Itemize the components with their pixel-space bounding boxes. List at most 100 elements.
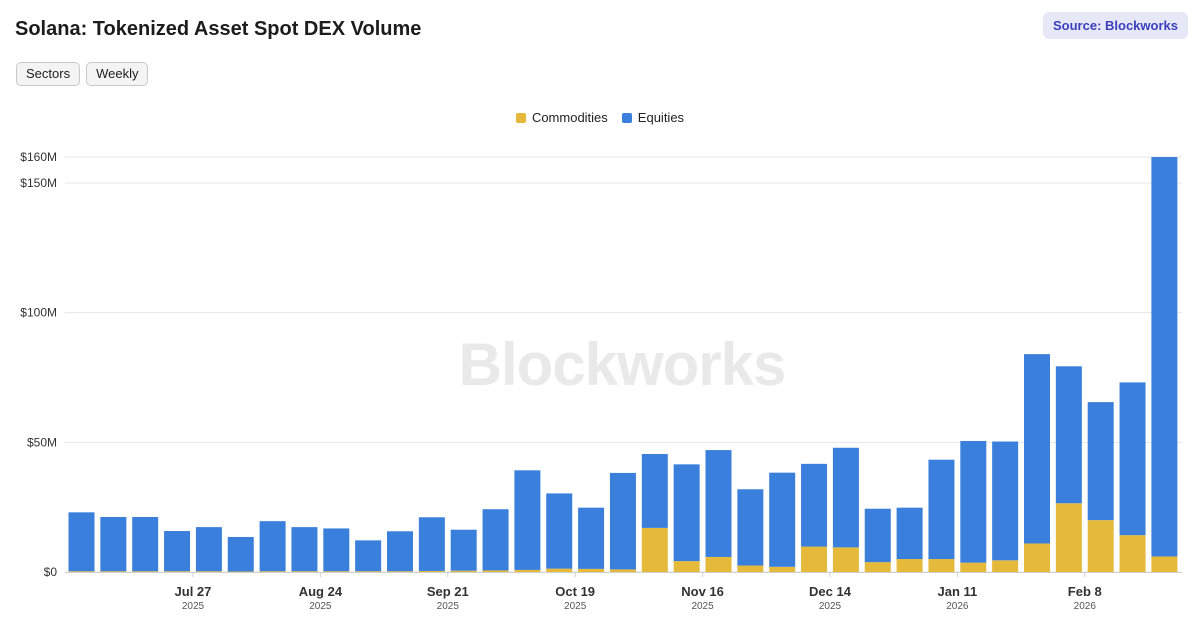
bar-equities[interactable]: [418, 517, 445, 571]
y-tick-label: $100M: [20, 306, 57, 320]
bar-commodities[interactable]: [355, 571, 382, 572]
watermark-text: Blockworks: [459, 331, 786, 398]
bar-equities[interactable]: [992, 441, 1019, 561]
bar-equities[interactable]: [1087, 402, 1114, 521]
bar-equities[interactable]: [769, 472, 796, 567]
y-tick-label: $160M: [20, 150, 57, 164]
bar-commodities[interactable]: [259, 571, 286, 572]
source-badge[interactable]: Source: Blockworks: [1043, 12, 1188, 39]
bar-equities[interactable]: [864, 508, 891, 563]
bar-commodities[interactable]: [482, 570, 509, 572]
bar-equities[interactable]: [164, 531, 191, 572]
x-tick-year-label: 2026: [1074, 601, 1097, 612]
bar-equities[interactable]: [1024, 354, 1050, 544]
bar-equities[interactable]: [832, 447, 859, 548]
bar-equities[interactable]: [801, 463, 828, 547]
x-tick-label: Dec 14: [809, 584, 852, 599]
bar-commodities[interactable]: [673, 561, 700, 572]
bar-commodities[interactable]: [801, 546, 828, 572]
bar-commodities[interactable]: [546, 568, 573, 572]
x-tick-year-label: 2025: [819, 601, 842, 612]
bar-commodities[interactable]: [641, 527, 668, 572]
bar-commodities[interactable]: [578, 568, 605, 572]
bar-commodities[interactable]: [1119, 535, 1146, 572]
x-tick-year-label: 2025: [437, 601, 460, 612]
bar-commodities[interactable]: [418, 570, 445, 572]
x-tick-year-label: 2025: [309, 601, 332, 612]
bar-commodities[interactable]: [132, 571, 159, 572]
bar-commodities[interactable]: [1024, 543, 1050, 572]
bar-commodities[interactable]: [609, 569, 636, 572]
bar-equities[interactable]: [514, 470, 541, 570]
weekly-toggle-button[interactable]: Weekly: [86, 62, 149, 86]
bar-commodities[interactable]: [100, 571, 127, 572]
bar-equities[interactable]: [291, 527, 318, 572]
bar-equities[interactable]: [100, 517, 127, 572]
legend-swatch-equities: [621, 112, 632, 123]
bar-commodities[interactable]: [323, 571, 350, 572]
chart-legend: Commodities Equities: [0, 110, 1200, 125]
sectors-toggle-button[interactable]: Sectors: [16, 62, 81, 86]
bar-commodities[interactable]: [769, 566, 796, 572]
bar-equities[interactable]: [928, 459, 955, 560]
x-tick-label: Aug 24: [299, 584, 343, 599]
x-tick-year-label: 2025: [564, 601, 587, 612]
chart-toggles: Sectors Weekly: [16, 62, 149, 86]
bar-commodities[interactable]: [387, 571, 413, 572]
bar-commodities[interactable]: [1151, 556, 1178, 572]
x-tick-label: Sep 21: [427, 584, 469, 599]
bar-equities[interactable]: [323, 528, 350, 572]
bar-commodities[interactable]: [1087, 520, 1114, 572]
x-tick-label: Jul 27: [175, 584, 212, 599]
legend-item-commodities[interactable]: Commodities: [515, 110, 608, 125]
x-tick-label: Feb 8: [1068, 584, 1102, 599]
bar-commodities[interactable]: [928, 559, 955, 572]
bar-commodities[interactable]: [291, 571, 318, 572]
legend-item-equities[interactable]: Equities: [621, 110, 685, 125]
bar-equities[interactable]: [673, 464, 700, 562]
bar-commodities[interactable]: [450, 570, 477, 572]
bar-equities[interactable]: [1151, 157, 1178, 557]
bar-equities[interactable]: [450, 529, 477, 571]
legend-label-equities: Equities: [637, 110, 685, 125]
bar-equities[interactable]: [1055, 366, 1082, 504]
bar-equities[interactable]: [1119, 382, 1146, 536]
bar-equities[interactable]: [227, 536, 254, 572]
legend-swatch-commodities: [515, 112, 526, 123]
bar-commodities[interactable]: [960, 562, 987, 572]
bar-equities[interactable]: [68, 512, 95, 572]
y-tick-label: $0: [44, 565, 58, 579]
bar-commodities[interactable]: [195, 571, 222, 572]
bar-commodities[interactable]: [164, 571, 191, 572]
bar-commodities[interactable]: [227, 571, 254, 572]
bar-commodities[interactable]: [514, 569, 541, 572]
bar-commodities[interactable]: [864, 562, 891, 572]
x-tick-label: Oct 19: [555, 584, 595, 599]
bar-commodities[interactable]: [1055, 503, 1082, 572]
bar-commodities[interactable]: [737, 565, 764, 572]
x-tick-year-label: 2025: [182, 601, 205, 612]
bar-equities[interactable]: [132, 517, 159, 572]
x-tick-label: Jan 11: [937, 584, 977, 599]
bar-commodities[interactable]: [68, 571, 95, 572]
bar-equities[interactable]: [609, 472, 636, 570]
bar-commodities[interactable]: [832, 547, 859, 572]
bar-commodities[interactable]: [896, 559, 923, 572]
bar-commodities[interactable]: [992, 560, 1019, 572]
bar-equities[interactable]: [960, 441, 987, 563]
x-tick-year-label: 2025: [691, 601, 714, 612]
bar-equities[interactable]: [896, 507, 923, 560]
bar-equities[interactable]: [482, 509, 509, 571]
bar-equities[interactable]: [737, 489, 764, 566]
bar-equities[interactable]: [578, 507, 605, 569]
bar-equities[interactable]: [705, 450, 732, 557]
bar-equities[interactable]: [387, 531, 413, 572]
bar-commodities[interactable]: [705, 556, 732, 572]
bar-equities[interactable]: [355, 540, 382, 572]
bar-equities[interactable]: [546, 493, 573, 569]
bar-equities[interactable]: [641, 453, 668, 528]
y-tick-label: $50M: [27, 435, 57, 449]
bar-equities[interactable]: [259, 521, 286, 572]
bar-equities[interactable]: [195, 527, 222, 572]
